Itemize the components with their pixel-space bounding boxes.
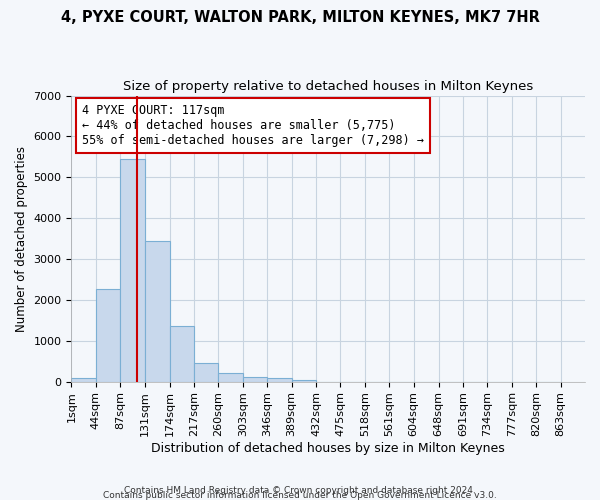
Text: Contains public sector information licensed under the Open Government Licence v3: Contains public sector information licen… [103, 490, 497, 500]
Bar [96, 289, 120, 382]
Text: Contains HM Land Registry data © Crown copyright and database right 2024.: Contains HM Land Registry data © Crown c… [124, 486, 476, 495]
Title: Size of property relative to detached houses in Milton Keynes: Size of property relative to detached ho… [123, 80, 533, 93]
Bar [120, 159, 145, 382]
Bar [243, 377, 267, 382]
Bar [71, 378, 96, 382]
Bar [267, 378, 292, 382]
Bar [145, 240, 170, 382]
X-axis label: Distribution of detached houses by size in Milton Keynes: Distribution of detached houses by size … [151, 442, 505, 455]
Bar [218, 374, 243, 382]
Y-axis label: Number of detached properties: Number of detached properties [15, 146, 28, 332]
Text: 4 PYXE COURT: 117sqm
← 44% of detached houses are smaller (5,775)
55% of semi-de: 4 PYXE COURT: 117sqm ← 44% of detached h… [82, 104, 424, 147]
Bar [194, 363, 218, 382]
Text: 4, PYXE COURT, WALTON PARK, MILTON KEYNES, MK7 7HR: 4, PYXE COURT, WALTON PARK, MILTON KEYNE… [61, 10, 539, 25]
Bar [170, 326, 194, 382]
Bar [292, 380, 316, 382]
